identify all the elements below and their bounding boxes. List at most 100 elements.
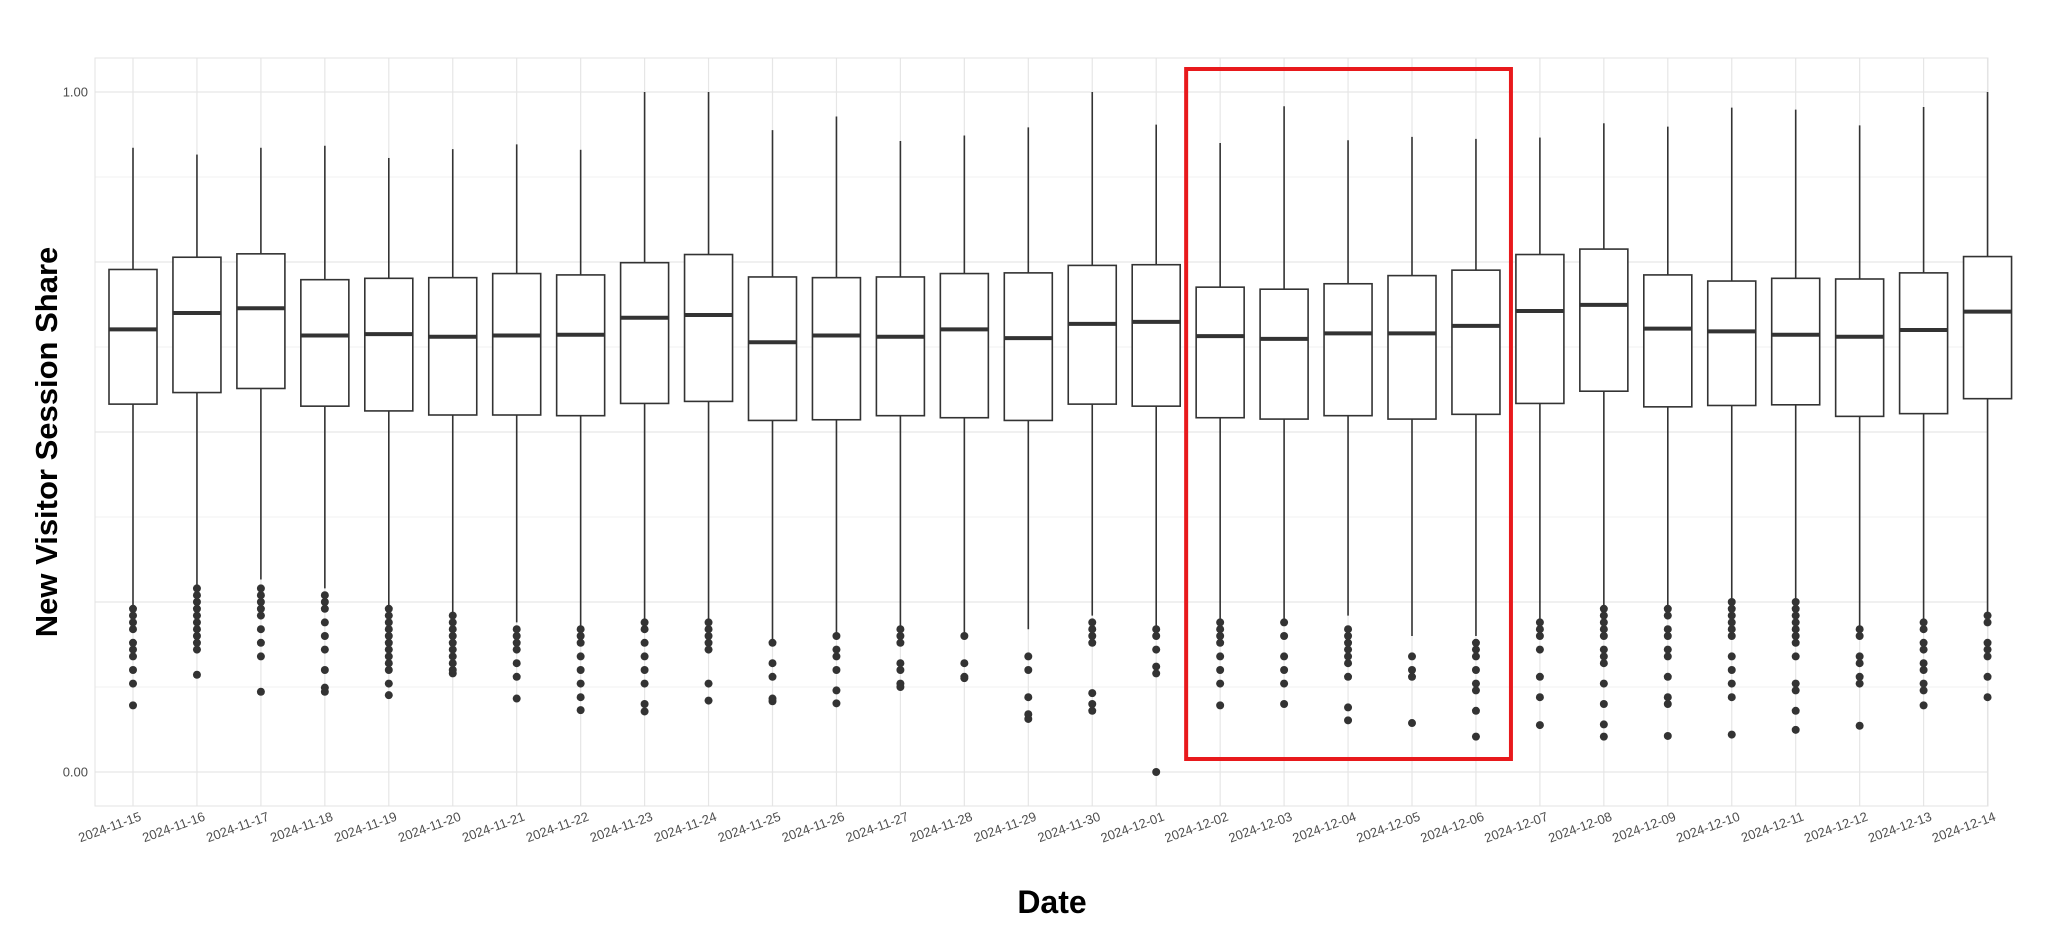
outlier-point <box>129 611 137 620</box>
outlier-point <box>1535 632 1544 640</box>
outlier-point <box>1471 679 1480 688</box>
outlier-point <box>1024 710 1033 719</box>
highlight-box <box>1184 67 1513 761</box>
outlier-point <box>1088 700 1097 708</box>
outlier-point <box>704 625 713 634</box>
outlier-point <box>256 638 265 647</box>
outlier-point <box>384 618 393 627</box>
outlier-point <box>1727 598 1736 606</box>
outlier-point <box>1727 666 1736 674</box>
outlier-point <box>640 625 649 634</box>
outlier-point <box>1727 625 1736 634</box>
outlier-point <box>576 666 585 674</box>
outlier-point <box>1983 638 1992 647</box>
outlier-point <box>1855 625 1864 634</box>
outlier-point <box>129 625 137 634</box>
box-iqr <box>875 276 926 417</box>
outlier-point <box>192 598 201 606</box>
box-iqr <box>491 272 542 416</box>
box-iqr <box>1515 253 1565 405</box>
box-iqr <box>1195 286 1245 419</box>
box-2024-11-23 <box>619 92 670 716</box>
outlier-point <box>384 625 393 634</box>
outlier-point <box>1727 604 1736 613</box>
y-tick-label: 1.00 <box>63 85 88 100</box>
outlier-point <box>1216 652 1225 661</box>
outlier-point <box>192 611 201 620</box>
outlier-point <box>1663 700 1672 708</box>
outlier-point <box>1663 632 1672 640</box>
outlier-point <box>1408 652 1416 661</box>
box-iqr <box>619 261 670 405</box>
outlier-point <box>1727 679 1736 688</box>
box-2024-11-16 <box>172 154 222 679</box>
box-iqr <box>939 272 990 419</box>
outlier-point <box>1855 659 1864 668</box>
outlier-point <box>1088 618 1097 627</box>
outlier-point <box>1280 666 1289 674</box>
outlier-point <box>1216 625 1225 634</box>
outlier-point <box>1599 652 1608 661</box>
box-2024-12-07 <box>1515 137 1565 730</box>
outlier-point <box>704 618 713 627</box>
outlier-point <box>1152 662 1161 671</box>
outlier-point <box>896 625 905 634</box>
outlier-point <box>832 652 841 661</box>
outlier-point <box>1727 611 1736 620</box>
box-iqr <box>1131 263 1181 407</box>
outlier-point <box>1855 672 1864 681</box>
outlier-point <box>448 645 457 654</box>
outlier-point <box>1344 659 1353 668</box>
box-2024-12-02 <box>1195 143 1245 710</box>
box-2024-11-27 <box>875 140 926 691</box>
box-2024-12-12 <box>1834 125 1885 730</box>
box-2024-12-04 <box>1323 140 1373 725</box>
outlier-point <box>1471 666 1480 674</box>
outlier-point <box>1919 638 1928 647</box>
outlier-point <box>1791 618 1800 627</box>
outlier-point <box>1791 638 1800 647</box>
box-iqr <box>1834 278 1885 418</box>
outlier-point <box>768 672 777 681</box>
box-2024-11-28 <box>939 135 990 683</box>
box-iqr <box>300 278 350 407</box>
outlier-point <box>1663 652 1672 661</box>
box-iqr <box>1003 272 1054 422</box>
outlier-point <box>1344 625 1353 634</box>
box-iqr <box>1067 264 1118 405</box>
outlier-point <box>896 632 905 640</box>
outlier-point <box>576 632 585 640</box>
outlier-point <box>1599 700 1608 708</box>
outlier-point <box>320 604 329 613</box>
outlier-point <box>832 632 841 640</box>
outlier-point <box>768 638 777 647</box>
outlier-point <box>1408 672 1416 681</box>
outlier-point <box>512 659 521 668</box>
box-2024-11-24 <box>683 92 734 705</box>
outlier-point <box>832 666 841 674</box>
outlier-point <box>1599 611 1608 620</box>
outlier-point <box>512 694 521 703</box>
box-iqr <box>1579 248 1629 392</box>
outlier-point <box>384 659 393 668</box>
outlier-point <box>1216 701 1225 710</box>
outlier-point <box>1535 645 1544 654</box>
outlier-point <box>192 591 201 600</box>
outlier-point <box>1088 625 1097 634</box>
box-iqr <box>427 276 478 416</box>
box-2024-12-05 <box>1387 136 1437 728</box>
outlier-point <box>640 679 649 688</box>
outlier-point <box>1152 632 1161 640</box>
outlier-point <box>1791 598 1800 606</box>
outlier-point <box>704 645 713 654</box>
outlier-point <box>1599 618 1608 627</box>
box-iqr <box>1323 282 1373 417</box>
outlier-point <box>129 679 137 688</box>
box-iqr <box>1706 280 1757 407</box>
outlier-point <box>768 659 777 668</box>
outlier-point <box>1280 632 1289 640</box>
outlier-point <box>1599 604 1608 613</box>
outlier-point <box>1983 618 1992 627</box>
